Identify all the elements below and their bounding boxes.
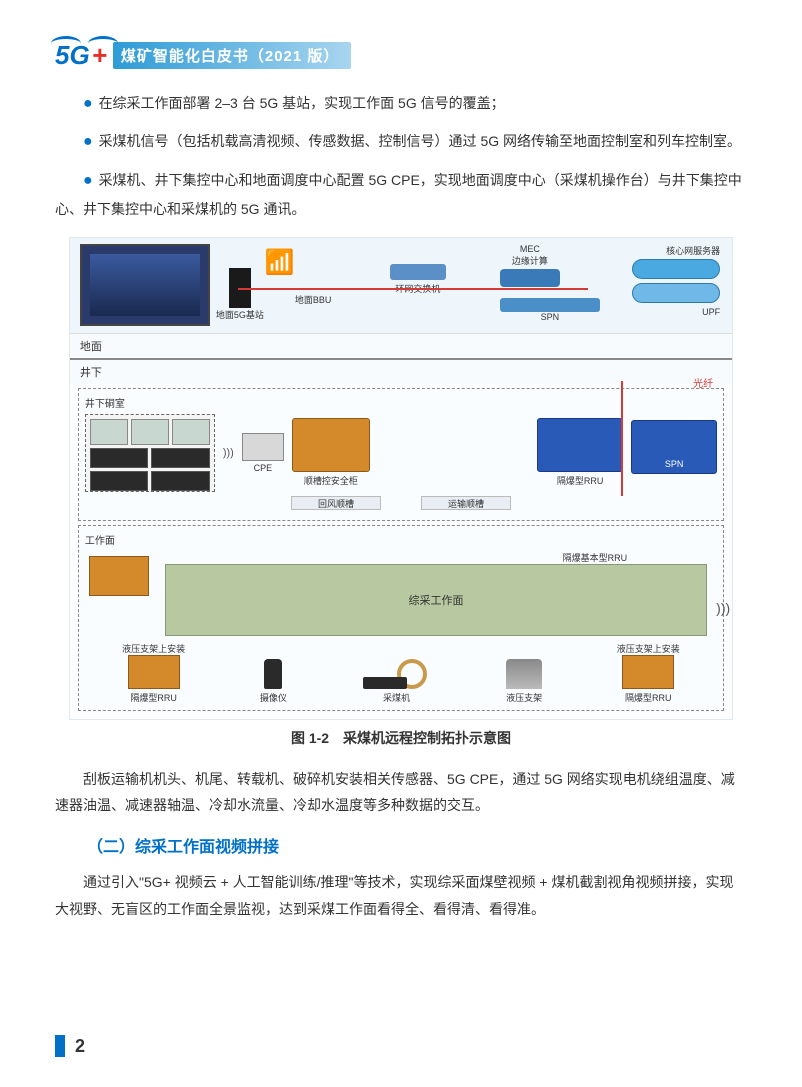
bullet-text: 采煤机、井下集控中心和地面调度中心配置 5G CPE，实现地面调度中心（采煤机操… xyxy=(55,172,742,217)
bullet-icon: ● xyxy=(83,133,93,150)
para-after-figure: 刮板运输机机头、机尾、转载机、破碎机安装相关传感器、5G CPE，通过 5G 网… xyxy=(55,766,747,819)
ground-bbu-label: 地面BBU xyxy=(295,293,332,306)
diagram-surface-section: 地面5G基站 📶 地面BBU 环网交换机 MEC 边缘计算 SPN 核心网服务器 xyxy=(70,238,732,333)
title-badge: 煤矿智能化白皮书（2021 版） xyxy=(113,42,352,69)
return-tunnel: 回风顺槽 xyxy=(291,496,381,510)
surface-label: 地面 xyxy=(70,333,732,358)
spn-underground: SPN xyxy=(631,420,717,486)
page-bar-icon xyxy=(55,1035,65,1057)
explosion-proof-rru: 隔爆型RRU xyxy=(537,418,623,487)
ground-5g-base: 地面5G基站 xyxy=(216,268,264,321)
section-2-para: 通过引入"5G+ 视频云 + 人工智能训练/推理"等技术，实现综采面煤壁视频 +… xyxy=(55,869,747,922)
hydraulic-support: 液压支架 xyxy=(506,659,542,704)
base-rru-label: 隔爆基本型RRU xyxy=(85,551,627,564)
hydraulic-left: 液压支架上安装 隔爆型RRU xyxy=(122,642,185,704)
red-connection-line xyxy=(238,288,588,290)
wifi-icon: ))) xyxy=(223,447,234,459)
workface-section: 工作面 隔爆基本型RRU 综采工作面 ))) 液压支架上安装 隔爆型RRU 摄像… xyxy=(78,525,724,711)
control-screen xyxy=(80,244,210,326)
workface-zone-label: 工作面 xyxy=(85,532,717,547)
cpe-device: CPE xyxy=(242,433,284,473)
tower-icon: 📶 xyxy=(265,248,295,277)
safety-cabinet: 顺槽控安全柜 xyxy=(292,418,370,487)
workface-area: 综采工作面 ))) xyxy=(165,564,707,636)
transport-tunnel: 运输顺槽 xyxy=(421,496,511,510)
bullet-1: ● 在综采工作面部署 2–3 台 5G 基站，实现工作面 5G 信号的覆盖； xyxy=(55,89,747,119)
side-orange-box xyxy=(89,556,149,596)
header: 5G + 煤矿智能化白皮书（2021 版） xyxy=(55,40,747,71)
mec-box: MEC 边缘计算 xyxy=(500,244,560,287)
logo-plus: + xyxy=(92,40,107,71)
logo-5g: 5G xyxy=(55,40,90,71)
page-footer: 2 xyxy=(55,1035,85,1057)
figure-caption: 图 1-2 采煤机远程控制拓扑示意图 xyxy=(55,728,747,748)
network-diagram: 地面5G基站 📶 地面BBU 环网交换机 MEC 边缘计算 SPN 核心网服务器 xyxy=(69,237,733,720)
underground-console xyxy=(85,414,215,492)
bullet-text: 采煤机信号（包括机载高清视频、传感数据、控制信号）通过 5G 网络传输至地面控制… xyxy=(99,133,741,149)
bullet-text: 在综采工作面部署 2–3 台 5G 基站，实现工作面 5G 信号的覆盖； xyxy=(99,95,505,111)
section-2-heading: （二）综采工作面视频拼接 xyxy=(55,833,747,857)
bullet-icon: ● xyxy=(83,95,93,112)
camera-device: 摄像仪 xyxy=(260,659,287,704)
bullet-icon: ● xyxy=(83,172,93,189)
underground-label: 井下 xyxy=(70,358,732,384)
wifi-icon: ))) xyxy=(716,600,730,616)
fiber-label: 光纤 xyxy=(693,375,713,390)
core-server: 核心网服务器 UPF xyxy=(632,244,720,317)
substation-section: 光纤 井下硐室 ))) CPE 顺槽控安全柜 xyxy=(78,388,724,521)
tunnel-row: 回风顺槽 运输顺槽 xyxy=(85,496,717,510)
page-number: 2 xyxy=(75,1036,85,1057)
bullet-2: ● 采煤机信号（包括机载高清视频、传感数据、控制信号）通过 5G 网络传输至地面… xyxy=(55,127,747,157)
ring-switch: 环网交换机 xyxy=(390,264,446,295)
ground-5g-label: 地面5G基站 xyxy=(216,308,264,321)
diagram-container: 地面5G基站 📶 地面BBU 环网交换机 MEC 边缘计算 SPN 核心网服务器 xyxy=(55,237,747,720)
shearer-device: 采煤机 xyxy=(361,659,431,704)
bullet-3: ● 采煤机、井下集控中心和地面调度中心配置 5G CPE，实现地面调度中心（采煤… xyxy=(55,166,747,223)
red-line-v xyxy=(621,381,623,496)
spn-box: SPN xyxy=(500,298,600,322)
hydraulic-right: 液压支架上安装 隔爆型RRU xyxy=(617,642,680,704)
